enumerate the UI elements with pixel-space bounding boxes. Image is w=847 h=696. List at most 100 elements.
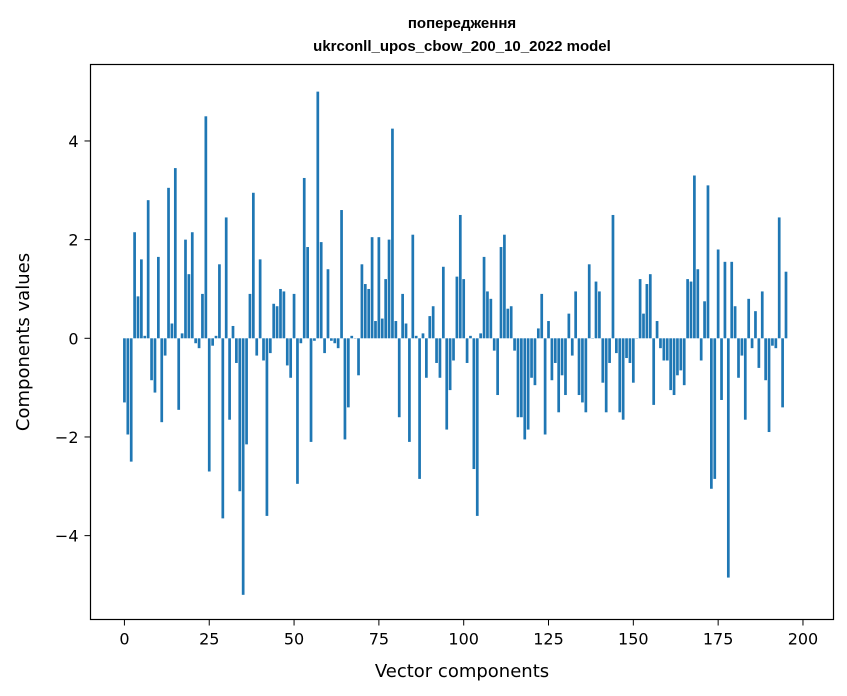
bar-component-162	[672, 338, 676, 396]
bar-component-113	[506, 308, 510, 339]
bar-component-25	[207, 338, 211, 472]
bar-component-169	[696, 269, 700, 339]
y-tick-label: 4	[68, 132, 78, 151]
bar-component-181	[737, 338, 740, 378]
bar-component-180	[733, 306, 737, 339]
bar-component-82	[401, 293, 404, 339]
x-tick-label: 175	[703, 630, 734, 649]
y-tick-label: 2	[68, 231, 78, 250]
bar-component-174	[713, 338, 717, 479]
bar-component-142	[604, 338, 608, 413]
bar-component-110	[496, 338, 499, 396]
bar-component-146	[618, 338, 622, 413]
bar-component-81	[397, 338, 401, 418]
bar-component-104	[475, 338, 479, 516]
bar-component-164	[679, 338, 683, 371]
bar-component-183	[743, 338, 747, 420]
bar-component-14	[170, 323, 174, 339]
bar-component-29	[221, 338, 225, 519]
bar-component-38	[251, 192, 255, 339]
bar-component-144	[611, 214, 615, 339]
bar-component-98	[455, 276, 459, 339]
bar-component-22	[197, 338, 201, 349]
bar-component-72	[367, 288, 371, 339]
bar-component-15	[173, 168, 177, 339]
bar-component-133	[574, 291, 578, 339]
bar-component-109	[492, 338, 496, 351]
bar-component-158	[659, 338, 662, 349]
bar-component-118	[523, 338, 527, 440]
bar-component-105	[479, 333, 483, 339]
bar-component-168	[693, 175, 696, 339]
bar-component-154	[645, 284, 649, 339]
bar-component-35	[241, 338, 245, 595]
bar-component-190	[767, 338, 771, 433]
bar-component-23	[201, 293, 204, 339]
bar-component-145	[615, 338, 618, 354]
y-tick-label: −4	[55, 527, 79, 546]
bar-component-179	[730, 261, 734, 339]
x-tick-label: 50	[284, 630, 304, 649]
bar-component-156	[652, 338, 656, 405]
x-tick-label: 75	[369, 630, 389, 649]
bar-component-76	[380, 318, 384, 339]
bar-component-194	[781, 338, 784, 408]
bar-component-16	[177, 338, 181, 410]
bar-component-1	[126, 338, 130, 435]
bar-component-195	[784, 271, 788, 339]
bar-component-19	[187, 274, 191, 339]
bar-component-40	[258, 259, 262, 339]
bar-component-116	[516, 338, 520, 418]
bar-component-172	[706, 185, 710, 339]
bar-component-58	[319, 242, 323, 339]
bar-component-189	[764, 338, 767, 381]
bar-component-73	[370, 237, 374, 339]
chart-title-line-2: ukrconll_upos_cbow_200_10_2022 model	[313, 38, 611, 55]
bar-component-178	[726, 338, 730, 578]
x-axis-label: Vector components	[375, 661, 549, 682]
bar-component-94	[441, 266, 445, 339]
bar-component-147	[621, 338, 625, 420]
bar-component-108	[489, 298, 493, 339]
bar-component-159	[662, 338, 666, 361]
bar-component-32	[231, 325, 235, 339]
bar-component-101	[465, 338, 469, 363]
bar-component-71	[363, 284, 367, 339]
bar-component-75	[377, 237, 381, 339]
bar-component-102	[469, 335, 472, 339]
bar-component-6	[143, 335, 147, 339]
bar-component-52	[299, 338, 303, 344]
bar-component-10	[157, 256, 160, 339]
bar-component-41	[262, 338, 265, 361]
bar-component-143	[608, 338, 611, 363]
bar-component-188	[760, 291, 764, 339]
bar-component-160	[665, 338, 669, 361]
bar-component-157	[655, 321, 659, 339]
bar-component-24	[204, 116, 208, 339]
bar-component-95	[445, 338, 449, 430]
bar-component-57	[316, 91, 320, 339]
bar-component-77	[384, 279, 388, 339]
bar-component-184	[747, 298, 751, 339]
bar-component-129	[560, 338, 564, 376]
bar-component-128	[557, 338, 561, 413]
bar-component-177	[723, 261, 727, 339]
bar-component-88	[421, 333, 425, 339]
bar-component-115	[513, 338, 516, 351]
bar-component-114	[509, 306, 513, 339]
bar-component-47	[282, 291, 286, 339]
bar-component-63	[336, 338, 340, 349]
bar-component-155	[648, 274, 652, 339]
bar-component-49	[289, 338, 293, 378]
bar-component-74	[374, 321, 377, 339]
bar-component-123	[540, 293, 544, 339]
bar-component-45	[275, 306, 279, 339]
bar-component-90	[428, 316, 432, 339]
bar-component-193	[777, 217, 781, 339]
bar-component-18	[184, 239, 187, 339]
bar-component-66	[346, 338, 350, 408]
bar-component-34	[238, 338, 242, 492]
bar-component-103	[472, 338, 476, 470]
bar-component-186	[754, 311, 757, 339]
bar-component-91	[431, 306, 435, 339]
